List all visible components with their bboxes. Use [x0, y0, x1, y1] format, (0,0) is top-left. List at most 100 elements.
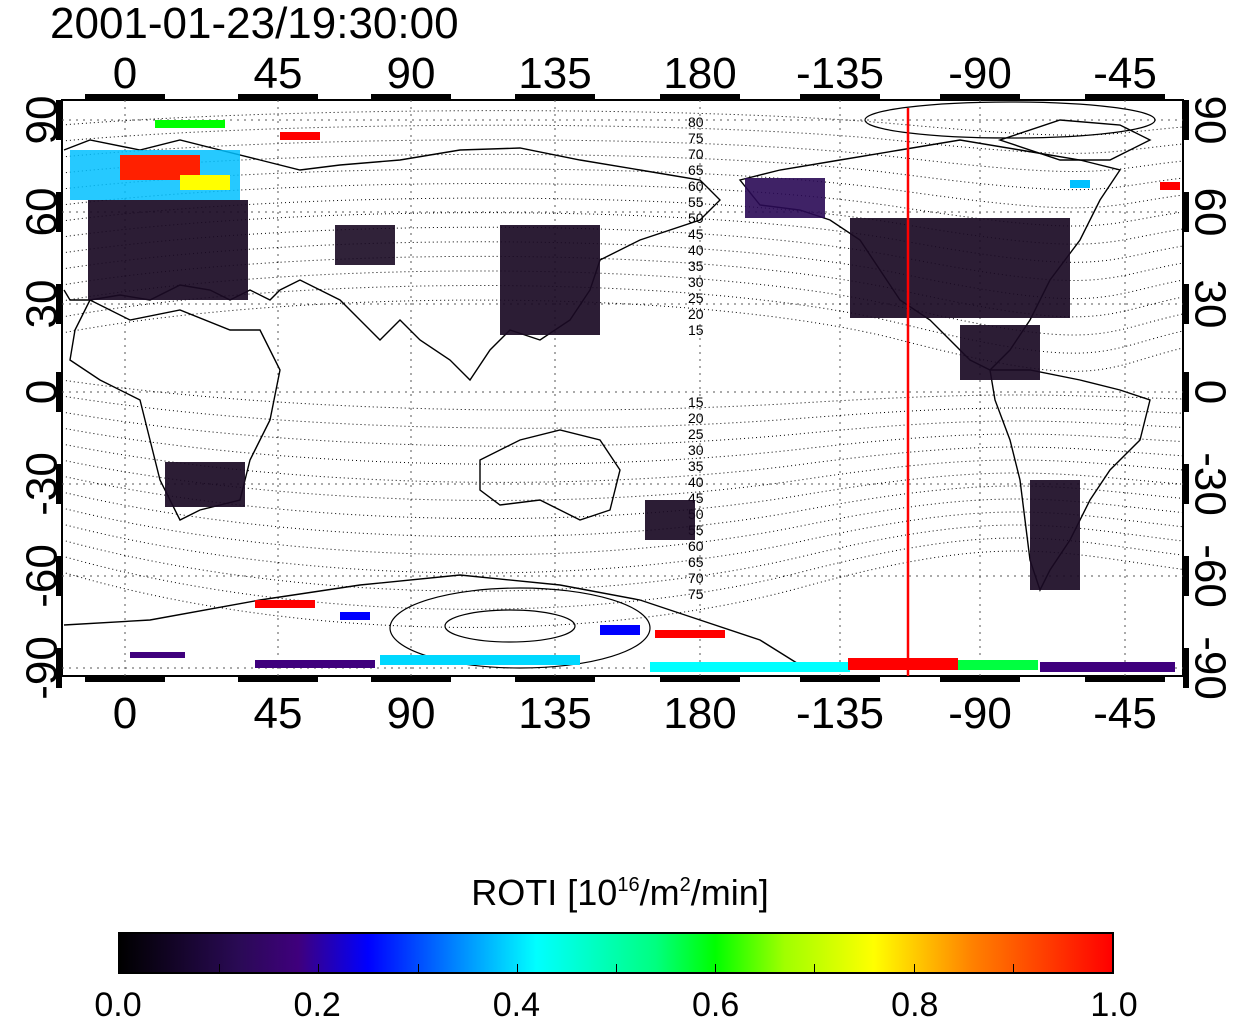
- frame-tick-bottom-5: [800, 676, 880, 682]
- mlat-label-north-2: 70: [688, 146, 704, 162]
- lat-tick-left-1: 60: [18, 188, 67, 237]
- map-timestamp-title: 2001-01-23/19:30:00: [50, 0, 459, 48]
- lon-tick-bottom-6: -90: [948, 689, 1012, 738]
- mlat-label-north-5: 55: [688, 194, 704, 210]
- mlat-label-north-0: 80: [688, 114, 704, 130]
- lat-tick-right-2: 30: [1186, 280, 1235, 329]
- roti-patch-new-zealand: [645, 500, 695, 540]
- lat-tick-left-5: -60: [18, 544, 67, 608]
- mlat-label-south-5: 40: [688, 474, 704, 490]
- mlat-label-north-9: 35: [688, 258, 704, 274]
- mlat-contour-north-3: [61, 153, 1184, 191]
- roti-colorbar: [118, 932, 1114, 974]
- coastline-antarctica: [63, 574, 801, 666]
- frame-tick-right-3: [1183, 372, 1189, 412]
- mlat-contour-north-2: [61, 139, 1184, 172]
- lon-tick-bottom-2: 90: [387, 689, 436, 738]
- colorbar-minor-tick: [715, 964, 717, 972]
- frame-tick-top-3: [515, 94, 595, 100]
- roti-south-red-1: [255, 600, 315, 608]
- colorbar-minor-tick: [814, 964, 816, 972]
- lon-tick-top-1: 45: [254, 49, 303, 98]
- colorbar-title-exponent: 16: [617, 874, 640, 896]
- colorbar-tick-4: 0.8: [891, 986, 939, 1024]
- frame-tick-left-4: [56, 464, 62, 504]
- roti-south-red-3: [848, 658, 958, 670]
- frame-tick-left-2: [56, 284, 62, 324]
- lat-tick-right-1: 60: [1186, 188, 1235, 237]
- mlat-label-north-1: 75: [688, 130, 704, 146]
- frame-tick-top-6: [940, 94, 1020, 100]
- lat-tick-left-4: -30: [18, 452, 67, 516]
- mlat-label-south-2: 25: [688, 426, 704, 442]
- lon-tick-top-4: 180: [663, 49, 736, 98]
- mlat-label-south-12: 75: [688, 586, 704, 602]
- roti-south-cyan-1: [380, 655, 580, 665]
- frame-tick-bottom-7: [1085, 676, 1165, 682]
- colorbar-title-main: ROTI [10: [471, 872, 618, 913]
- colorbar-minor-tick: [318, 964, 320, 972]
- mlat-label-south-4: 35: [688, 458, 704, 474]
- roti-south-green: [958, 660, 1038, 670]
- roti-patch-south-america: [1030, 480, 1080, 590]
- lon-tick-top-6: -90: [948, 49, 1012, 98]
- mlat-label-south-9: 60: [688, 538, 704, 554]
- mlat-contour-south-3: [61, 427, 1184, 465]
- mlat-contour-north-4: [61, 168, 1184, 209]
- mlat-contour-north-11: [61, 270, 1184, 336]
- mlat-label-south-0: 15: [688, 394, 704, 410]
- frame-tick-right-2: [1183, 284, 1189, 324]
- mlat-contour-north-1: [61, 124, 1184, 154]
- roti-world-map: 8075706560555045403530252015152025303540…: [18, 49, 1235, 738]
- frame-tick-top-1: [238, 94, 318, 100]
- roti-south-violet-1: [255, 660, 375, 668]
- frame-tick-bottom-0: [85, 676, 165, 682]
- auroral-oval-south-inner: [444, 609, 576, 643]
- mlat-contour-south-11: [61, 537, 1184, 610]
- roti-south-cyan-2: [650, 662, 850, 672]
- lat-tick-right-5: -60: [1186, 544, 1235, 608]
- frame-tick-right-5: [1183, 556, 1189, 596]
- roti-north-cyan-canada: [1070, 180, 1090, 188]
- mlat-contour-south-2: [61, 411, 1184, 447]
- mlat-contour-north-8: [61, 226, 1184, 281]
- roti-high-arctic-green: [155, 120, 225, 128]
- colorbar-title-square: 2: [679, 874, 691, 896]
- frame-tick-top-2: [371, 94, 451, 100]
- lat-tick-left-6: -90: [18, 636, 67, 700]
- mlat-label-north-13: 15: [688, 322, 704, 338]
- colorbar-tick-0: 0.0: [94, 986, 142, 1024]
- roti-patch-north-america: [850, 218, 1070, 318]
- roti-patch-south-africa: [165, 462, 245, 507]
- colorbar-tick-1: 0.2: [293, 986, 341, 1024]
- lat-tick-left-2: 30: [18, 280, 67, 329]
- lon-tick-bottom-4: 180: [663, 689, 736, 738]
- mlat-contour-north-9: [61, 241, 1184, 300]
- roti-patch-asia-east: [500, 225, 600, 335]
- frame-tick-left-1: [56, 192, 62, 232]
- frame-tick-bottom-2: [371, 676, 451, 682]
- frame-tick-left-0: [56, 100, 62, 140]
- frame-tick-right-4: [1183, 464, 1189, 504]
- frame-tick-top-0: [85, 94, 165, 100]
- colorbar-minor-tick: [516, 964, 518, 972]
- frame-tick-right-0: [1183, 100, 1189, 140]
- roti-patch-europe: [88, 200, 248, 300]
- mlat-contour-north-5: [61, 183, 1184, 227]
- colorbar-minor-tick: [616, 964, 617, 972]
- frame-tick-left-3: [56, 372, 62, 412]
- mlat-contour-south-12: [61, 550, 1184, 628]
- mlat-contour-north-7: [61, 212, 1184, 263]
- lon-tick-top-7: -45: [1093, 49, 1157, 98]
- frame-tick-bottom-1: [238, 676, 318, 682]
- lon-tick-bottom-3: 135: [518, 689, 591, 738]
- mlat-contour-south-4: [61, 443, 1184, 483]
- colorbar-minor-tick: [913, 964, 915, 972]
- mlat-contour-south-6: [61, 472, 1184, 520]
- colorbar-minor-tick: [417, 964, 419, 972]
- mlat-label-south-1: 20: [688, 410, 704, 426]
- coastline-greenland: [997, 119, 1152, 161]
- lon-tick-top-2: 90: [387, 49, 436, 98]
- lon-tick-top-3: 135: [518, 49, 591, 98]
- frame-tick-right-1: [1183, 192, 1189, 232]
